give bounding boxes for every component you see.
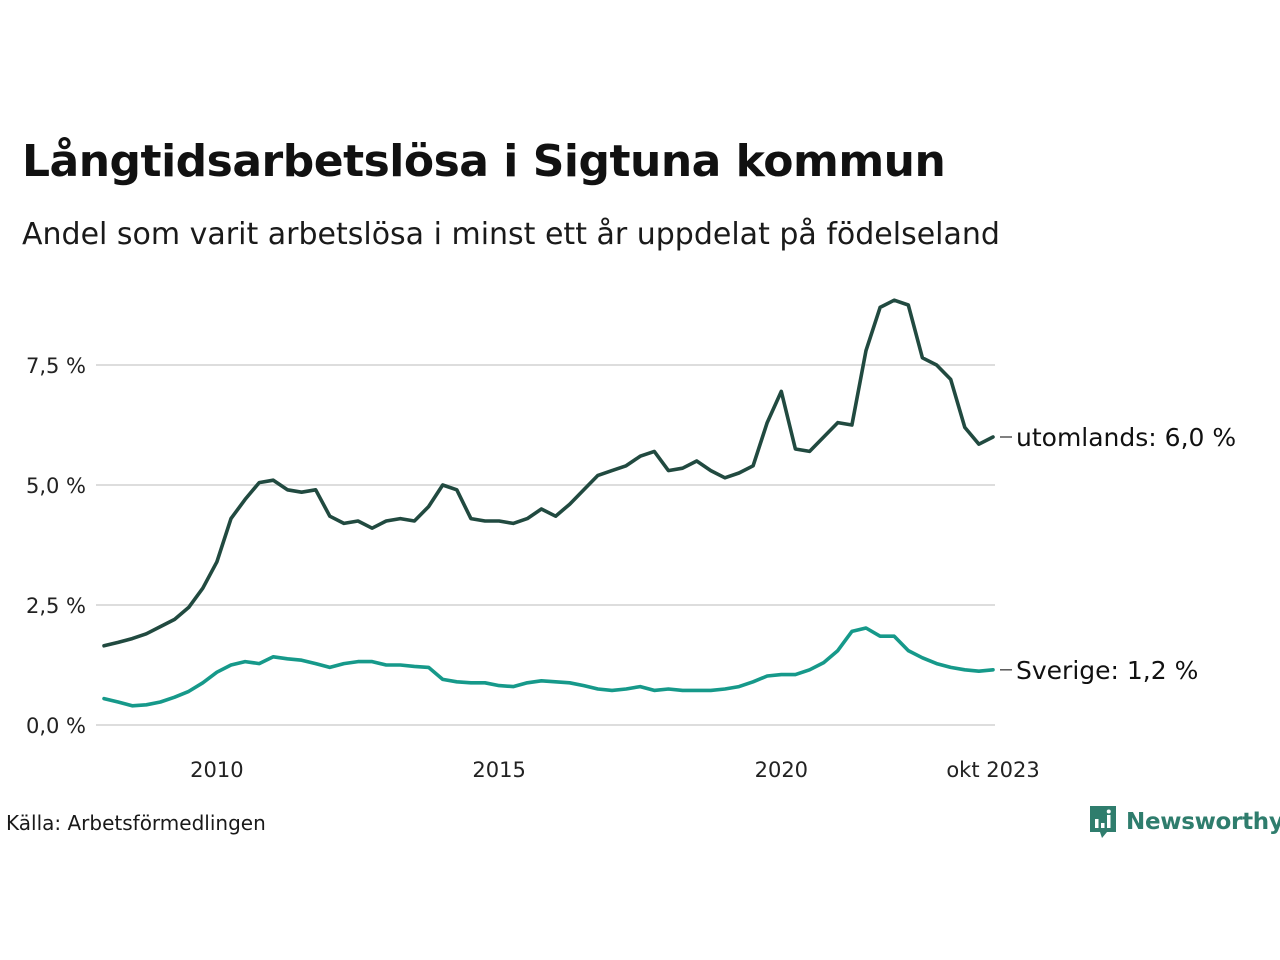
end-label-sverige: Sverige: 1,2 % [1016, 656, 1198, 685]
x-tick-label: 2010 [190, 758, 243, 782]
newsworthy-logo: Newsworthy [1088, 804, 1280, 840]
series-end-labels: utomlands: 6,0 % Sverige: 1,2 % [1000, 423, 1236, 685]
y-tick-label: 2,5 % [26, 594, 86, 618]
y-tick-label: 7,5 % [26, 354, 86, 378]
series-line-utomlands [102, 298, 995, 648]
x-tick-label: okt 2023 [946, 758, 1039, 782]
y-tick-label: 5,0 % [26, 474, 86, 498]
x-axis-ticks: 2010 2015 2020 okt 2023 [190, 758, 1040, 782]
chart-subtitle: Andel som varit arbetslösa i minst ett å… [22, 217, 1000, 252]
gridlines [96, 364, 995, 726]
x-tick-label: 2015 [472, 758, 525, 782]
y-tick-label: 0,0 % [26, 714, 86, 738]
end-label-utomlands: utomlands: 6,0 % [1016, 423, 1236, 452]
brand-name: Newsworthy [1126, 809, 1280, 835]
chart-title: Långtidsarbetslösa i Sigtuna kommun [22, 136, 946, 187]
y-axis-ticks: 0,0 % 2,5 % 5,0 % 7,5 % [26, 354, 86, 738]
series-line-sverige [102, 626, 995, 708]
source-note: Källa: Arbetsförmedlingen [6, 811, 266, 835]
x-tick-label: 2020 [755, 758, 808, 782]
newsworthy-icon [1090, 806, 1116, 838]
series-lines [102, 298, 995, 708]
